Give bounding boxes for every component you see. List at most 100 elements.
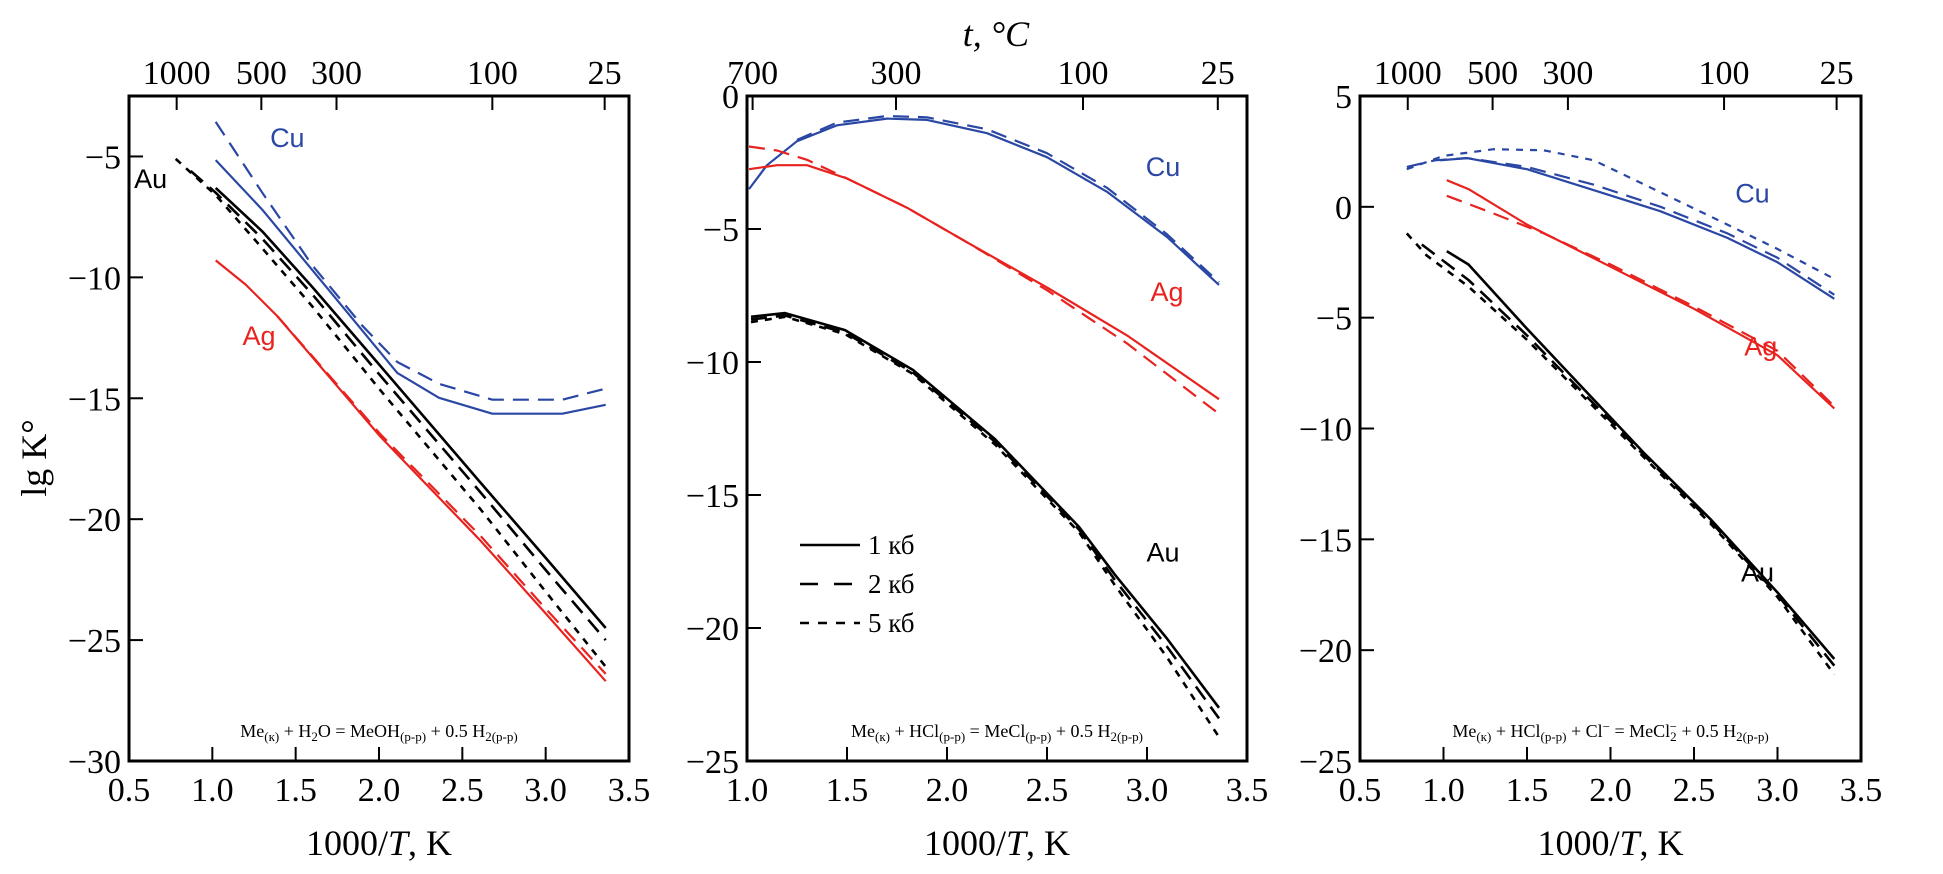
legend-label: 1 кб — [868, 530, 914, 560]
series-label-ag: Ag — [1744, 331, 1777, 361]
series-line-cu-dashed — [796, 114, 1220, 284]
panels: 0.5 1.0 1.5 2.0 2.5 3.0 3.5 −5 −10 −15 −20 −25 −30 10… — [68, 55, 1882, 863]
panel-1: 0.5 1.0 1.5 2.0 2.5 3.0 3.5 −5 −10 −15 −20 −25 −30 10… — [68, 55, 650, 863]
series-line-au-solid — [750, 311, 1221, 709]
x-tick-label: 1.0 — [1422, 772, 1465, 809]
y-axis-title: lg K° — [14, 419, 54, 496]
legend: 1 кб 2 кб 5 кб — [800, 530, 914, 638]
top-tick-label: 100 — [467, 55, 518, 92]
series-line-cu-dashed — [214, 121, 606, 401]
series-line-au-dashed — [750, 314, 1221, 720]
y-tick-label: −15 — [68, 381, 121, 418]
top-tick-label: 100 — [1699, 55, 1750, 92]
reaction-equation: Me(к) + HCl(р-р) = MeCl(р-р) + 0.5 H2(р-… — [851, 721, 1143, 744]
x-tick-label: 1.0 — [191, 772, 234, 809]
series-label-au: Au — [134, 164, 167, 194]
y-tick-label: −5 — [703, 212, 739, 249]
x-tick-label: 2.5 — [1673, 772, 1716, 809]
y-tick-label: −15 — [686, 478, 739, 515]
x-tick-label: 3.5 — [1226, 772, 1269, 809]
top-tick-label: 1000 — [1374, 55, 1442, 92]
series-line-ag-dashed — [1446, 194, 1836, 408]
x-tick-label: 3.5 — [608, 772, 651, 809]
y-tick-label: 0 — [1335, 190, 1352, 227]
top-tick-label: 100 — [1058, 55, 1109, 92]
top-tick-label: 300 — [871, 55, 922, 92]
top-tick-label: 700 — [727, 55, 778, 92]
top-tick-label: 25 — [588, 55, 622, 92]
x-tick-label: 2.0 — [358, 772, 401, 809]
series-line-cu-dashed — [1406, 157, 1835, 296]
series-line-au-solid — [214, 186, 607, 629]
top-tick-label: 1000 — [143, 55, 211, 92]
top-tick-label: 300 — [1542, 55, 1593, 92]
top-tick-label: 300 — [311, 55, 362, 92]
panel-3: 0.5 1.0 1.5 2.0 2.5 3.0 3.5 5 0 −5 −10 −15 −20 −25 100… — [1299, 55, 1882, 863]
panel-2: 1.0 1.5 2.0 2.5 3.0 3.5 0 −5 −10 −15 −20 −25 700 300 1… — [686, 55, 1268, 863]
reaction-equation: Me(к) + HCl(р-р) + Cl− = MeCl2− + 0.5 H2… — [1452, 719, 1768, 744]
x-tick-label: 3.5 — [1840, 772, 1883, 809]
series-label-au: Au — [1741, 557, 1774, 587]
x-tick-label: 2.5 — [1026, 772, 1069, 809]
x-tick-label: 2.5 — [441, 772, 484, 809]
y-tick-label: −5 — [85, 139, 121, 176]
series-label-cu: Cu — [1146, 152, 1181, 182]
y-tick-label: −25 — [686, 744, 739, 781]
top-axis-title: t, °C — [963, 14, 1030, 54]
series-label-cu: Cu — [1735, 178, 1770, 208]
series-line-ag-dashed — [276, 315, 607, 675]
series-line-au-dashed — [189, 170, 607, 641]
series-label-ag: Ag — [242, 321, 275, 351]
series-line-cu-solid — [1440, 157, 1835, 300]
legend-label: 2 кб — [868, 569, 914, 599]
legend-label: 5 кб — [868, 608, 914, 638]
series-line-ag-dashed — [748, 145, 1220, 415]
y-tick-label: −20 — [686, 611, 739, 648]
top-tick-label: 25 — [1820, 55, 1854, 92]
plot-frame — [745, 94, 1249, 763]
x-tick-label: 1.0 — [726, 772, 769, 809]
reaction-equation: Me(к) + H2O = MeOH(р-р) + 0.5 H2(р-р) — [240, 721, 517, 744]
series-line-au-dashed — [1421, 243, 1836, 667]
y-tick-label: −25 — [1299, 744, 1352, 781]
plot-frame — [127, 94, 631, 763]
y-tick-label: −10 — [1299, 412, 1352, 449]
series-line-cu-solid — [748, 117, 1220, 286]
y-tick-label: −5 — [1316, 301, 1352, 338]
y-tick-label: −30 — [68, 744, 121, 781]
x-tick-label: 3.0 — [524, 772, 567, 809]
series-line-ag-solid — [748, 164, 1220, 401]
y-tick-label: −20 — [1299, 633, 1352, 670]
x-axis-title: 1000/T, K — [924, 823, 1070, 863]
x-tick-label: 1.5 — [1506, 772, 1549, 809]
y-tick-label: −10 — [68, 260, 121, 297]
x-tick-label: 2.0 — [926, 772, 969, 809]
top-tick-label: 25 — [1201, 55, 1235, 92]
y-tick-label: 5 — [1335, 79, 1352, 116]
series-line-au-dotted — [174, 157, 607, 668]
series-label-au: Au — [1146, 538, 1179, 568]
series-line-cu-solid — [214, 159, 606, 415]
x-axis-title: 1000/T, K — [306, 823, 452, 863]
y-tick-label: 0 — [722, 79, 739, 116]
y-tick-label: −20 — [68, 502, 121, 539]
series-line-au-dotted — [750, 315, 1221, 738]
x-tick-label: 0.5 — [108, 772, 151, 809]
y-tick-label: −10 — [686, 345, 739, 382]
top-tick-label: 500 — [236, 55, 287, 92]
x-tick-label: 2.0 — [1589, 772, 1632, 809]
series-line-au-dotted — [1405, 232, 1836, 676]
x-tick-label: 1.5 — [826, 772, 869, 809]
y-tick-label: −25 — [68, 623, 121, 660]
x-tick-label: 0.5 — [1339, 772, 1382, 809]
x-axis-title: 1000/T, K — [1537, 823, 1683, 863]
x-tick-label: 3.0 — [1756, 772, 1799, 809]
series-line-au-solid — [1446, 250, 1836, 660]
series-line-ag-solid — [1446, 179, 1836, 410]
y-tick-label: −15 — [1299, 522, 1352, 559]
series-label-ag: Ag — [1150, 277, 1183, 307]
top-tick-label: 500 — [1467, 55, 1518, 92]
x-tick-label: 3.0 — [1126, 772, 1169, 809]
series-label-cu: Cu — [270, 123, 305, 153]
